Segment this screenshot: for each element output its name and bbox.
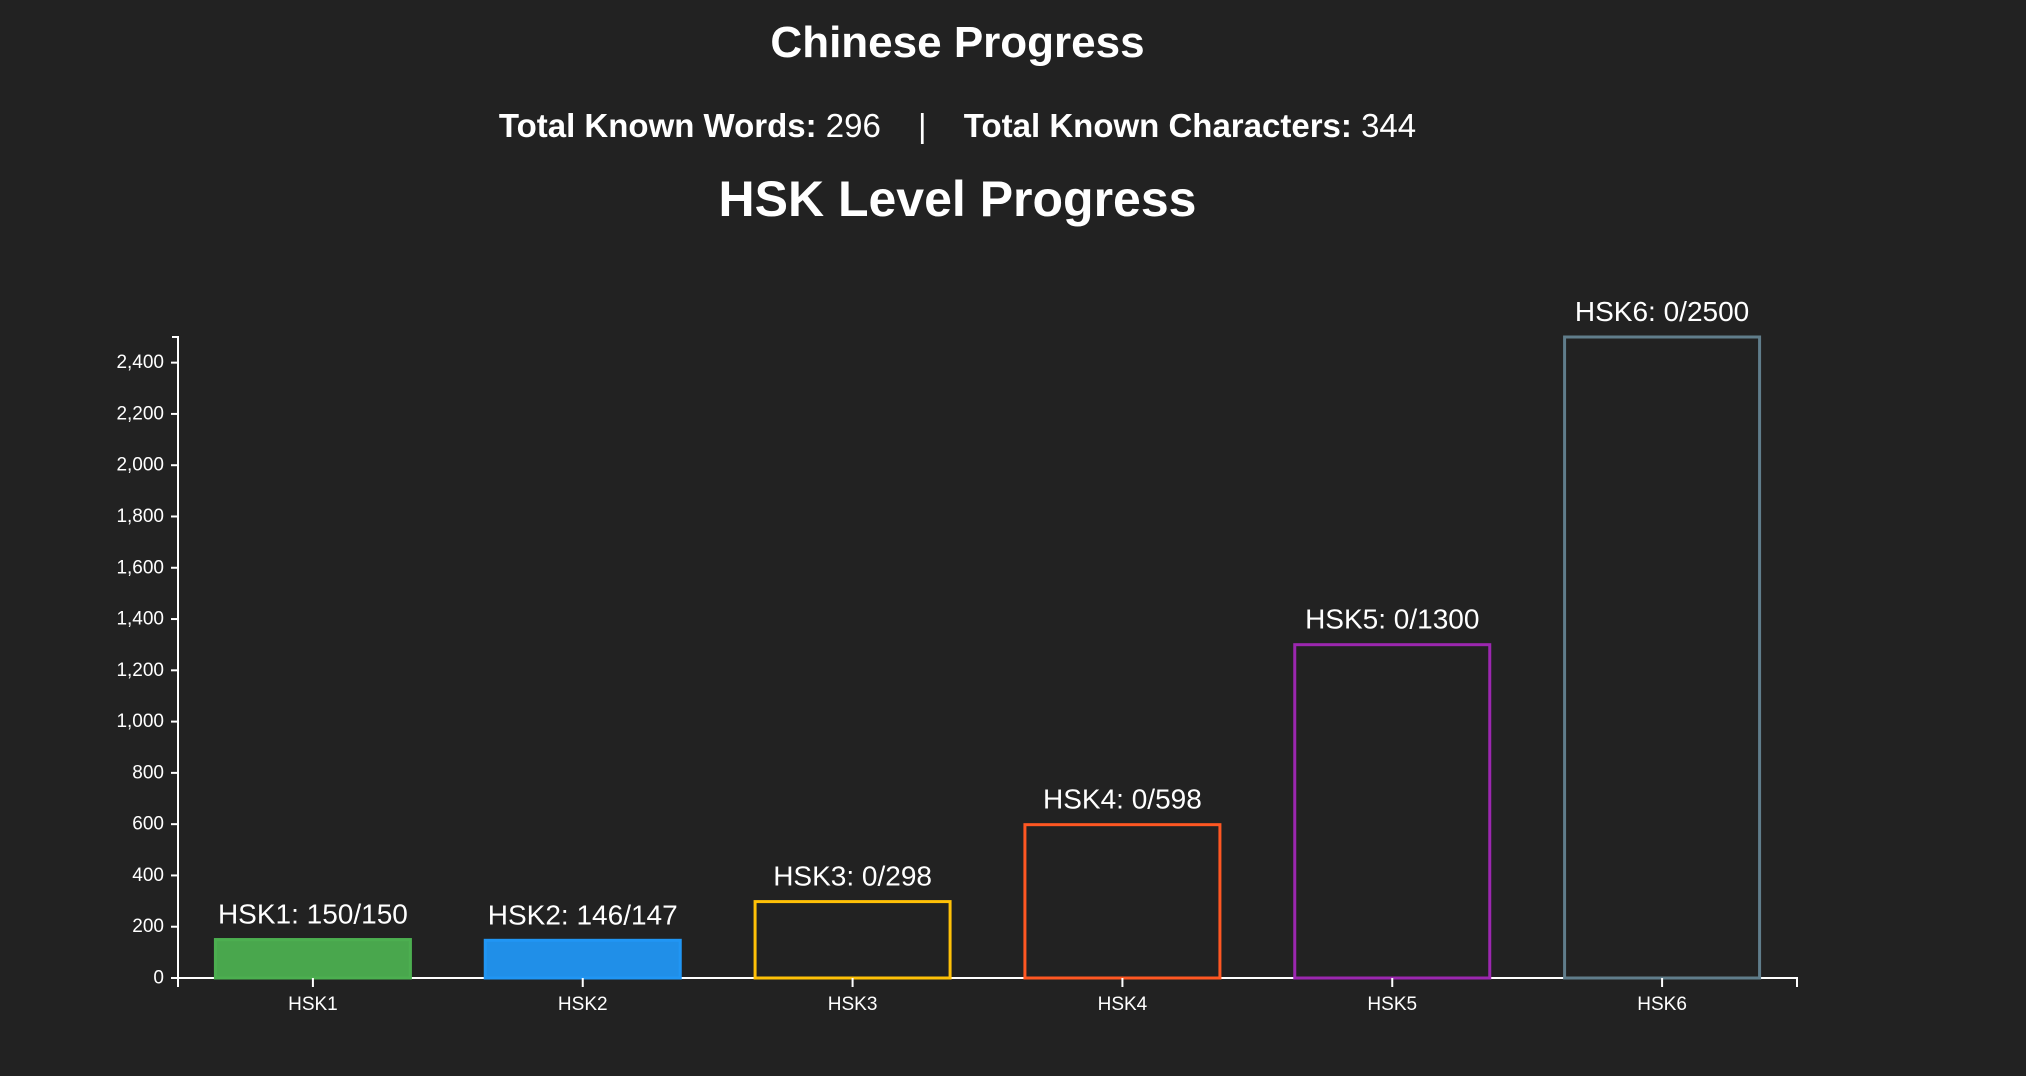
- bar-label-hsk6: HSK6: 0/2500: [1575, 296, 1749, 327]
- y-tick-label: 200: [132, 916, 164, 937]
- bar-label-hsk1: HSK1: 150/150: [218, 899, 408, 930]
- chart-title: HSK Level Progress: [718, 171, 1197, 227]
- known-characters-label: Total Known Characters:: [963, 107, 1352, 144]
- bar-label-hsk5: HSK5: 0/1300: [1305, 604, 1479, 635]
- y-tick-label: 2,400: [116, 352, 164, 373]
- y-axis-line: [172, 336, 179, 979]
- page-title: Chinese Progress: [770, 18, 1145, 67]
- bar-label-hsk3: HSK3: 0/298: [773, 861, 932, 892]
- stats-summary: Total Known Words: 296 | Total Known Cha…: [0, 107, 1915, 145]
- x-tick-label-hsk4: HSK4: [1098, 994, 1148, 1015]
- bar-total-hsk5: [1293, 643, 1492, 980]
- known-characters-value: 344: [1361, 107, 1417, 144]
- x-tick-label-hsk1: HSK1: [288, 994, 338, 1015]
- x-tick-label-hsk5: HSK5: [1367, 994, 1417, 1015]
- y-tick-label: 2,000: [116, 455, 164, 476]
- y-tick-label: 600: [132, 814, 164, 835]
- y-tick-label: 1,600: [116, 557, 164, 578]
- known-words-label: Total Known Words:: [498, 107, 817, 144]
- y-tick-label: 0: [153, 968, 164, 989]
- x-tick-label-hsk2: HSK2: [558, 994, 608, 1015]
- bar-known-hsk2: [485, 940, 681, 978]
- y-tick-label: 1,400: [116, 609, 164, 630]
- y-tick-label: 1,800: [116, 506, 164, 527]
- x-axis-line: [177, 977, 1798, 987]
- stats-separator: |: [918, 107, 927, 144]
- bar-known-hsk1: [215, 939, 411, 978]
- y-tick-label: 2,200: [116, 403, 164, 424]
- x-tick-label-hsk6: HSK6: [1637, 994, 1687, 1015]
- x-tick-label-hsk3: HSK3: [828, 994, 878, 1015]
- y-tick-label: 1,200: [116, 660, 164, 681]
- bar-total-hsk6: [1563, 335, 1762, 980]
- y-tick-label: 800: [132, 762, 164, 783]
- bar-total-hsk3: [753, 900, 952, 980]
- y-tick-label: 1,000: [116, 711, 164, 732]
- bar-label-hsk2: HSK2: 146/147: [488, 899, 678, 930]
- bar-label-hsk4: HSK4: 0/598: [1043, 784, 1202, 815]
- known-words-value: 296: [825, 107, 881, 144]
- bar-total-hsk4: [1023, 823, 1222, 980]
- y-tick-label: 400: [132, 865, 164, 886]
